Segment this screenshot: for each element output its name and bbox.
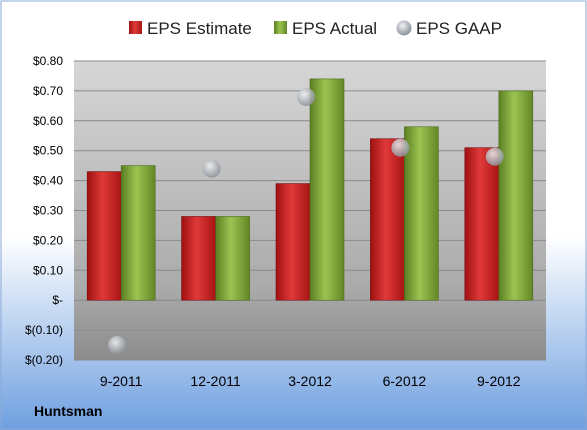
estimate-bar (181, 216, 216, 301)
x-tick-label: 12-2011 (190, 373, 241, 389)
legend-estimate-label: EPS Estimate (147, 19, 252, 38)
legend: EPS Estimate EPS Actual EPS GAAP (129, 19, 502, 38)
y-tick-label: $0.20 (33, 233, 63, 247)
gaap-point (485, 147, 504, 166)
actual-bar (120, 165, 156, 301)
x-tick-label: 9-2012 (477, 373, 521, 389)
legend-estimate-swatch (129, 21, 142, 34)
y-tick-label: $0.10 (33, 263, 63, 277)
gaap-point (297, 87, 315, 106)
x-tick-label: 9-2011 (100, 373, 143, 389)
y-tick-label: $- (52, 293, 63, 307)
x-tick-label: 3-2012 (288, 373, 332, 389)
estimate-bar (275, 183, 311, 301)
legend-actual-swatch (274, 21, 287, 34)
y-tick-label: $(0.10) (25, 323, 63, 337)
estimate-bar (464, 147, 500, 301)
x-axis-ticks: 9-2011 12-2011 3-2012 6-2012 9-2012 (100, 373, 521, 389)
legend-gaap-swatch (396, 20, 412, 36)
y-tick-label: $0.70 (33, 84, 63, 98)
gaap-point (202, 159, 221, 178)
actual-bar (215, 216, 250, 301)
actual-bar (309, 78, 345, 301)
gaap-point (108, 336, 127, 355)
y-axis-ticks: $(0.20) $(0.10) $- $0.10 $0.20 $0.30 $0.40 $0.5… (25, 54, 63, 367)
x-tick-label: 6-2012 (383, 373, 427, 389)
estimate-bar (86, 171, 122, 301)
legend-actual-label: EPS Actual (292, 19, 377, 38)
estimate-bar (370, 138, 405, 301)
actual-bar (404, 126, 439, 301)
y-tick-label: $0.30 (33, 204, 63, 218)
y-tick-label: $0.50 (33, 144, 63, 158)
company-label: Huntsman (34, 403, 102, 419)
y-tick-label: $0.80 (33, 54, 63, 68)
gaap-points (108, 87, 504, 355)
legend-gaap-label: EPS GAAP (416, 19, 502, 38)
gaap-point (391, 138, 410, 157)
bars (86, 78, 534, 301)
y-tick-label: $0.60 (33, 114, 63, 128)
y-tick-label: $(0.20) (25, 353, 63, 367)
y-tick-label: $0.40 (33, 174, 63, 188)
actual-bar (498, 90, 534, 301)
